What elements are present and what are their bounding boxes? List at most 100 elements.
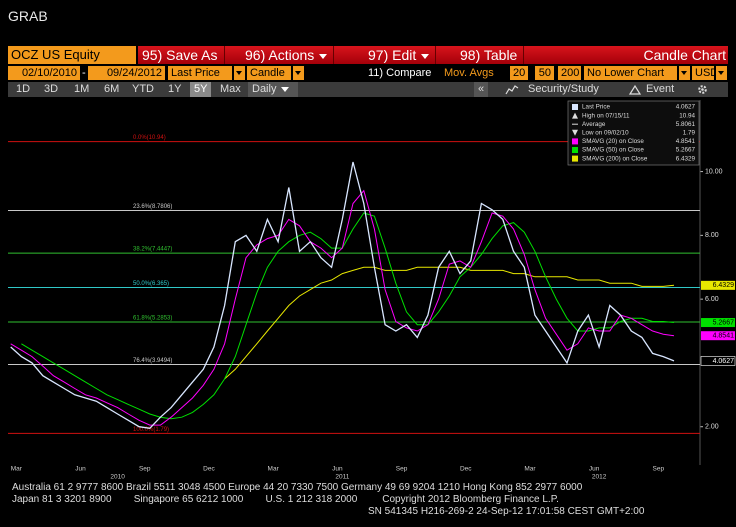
period-bar (8, 82, 728, 97)
last-value-label: 4.8541 (713, 333, 735, 340)
mov-avg-field[interactable]: 200 (558, 66, 581, 80)
frequency-select[interactable]: Daily (248, 82, 298, 97)
price-line (10, 161, 675, 429)
period-tab[interactable]: 3D (44, 83, 59, 95)
last-value-tag (701, 318, 735, 328)
period-tab[interactable]: 1M (74, 83, 90, 95)
legend-swatch (572, 155, 578, 162)
collapse-button[interactable]: « (474, 82, 489, 97)
legend-value: 4.8541 (676, 138, 696, 145)
legend-value: 10.94 (679, 112, 695, 119)
toolbar-button[interactable]: 97) Edit (368, 46, 437, 64)
button-label: 97) Edit (368, 47, 417, 63)
x-tick-label: Dec (203, 466, 215, 473)
toolbar-button[interactable]: 96) Actions (245, 46, 335, 64)
dropdown-button[interactable] (234, 66, 245, 80)
button-label: 96) Actions (245, 47, 315, 63)
y-tick-label: 8.00 (705, 232, 719, 239)
y-tick-label: 6.00 (705, 296, 719, 303)
field-select[interactable]: Last Price (168, 66, 232, 80)
security-study-button[interactable]: Security/Study (528, 83, 599, 95)
dropdown-button[interactable] (716, 66, 727, 80)
event-button[interactable]: Event (646, 83, 675, 95)
dropdown-arrow (319, 53, 328, 59)
x-tick-label: Jun (589, 466, 600, 473)
settings-icon[interactable] (697, 84, 708, 95)
x-year-label: 2010 (110, 474, 125, 480)
period-tab[interactable]: 1D (16, 83, 31, 95)
legend-value: 5.8061 (676, 121, 696, 128)
x-tick-label: Dec (460, 466, 472, 473)
x-tick-label: Sep (139, 466, 151, 473)
legend-swatch (572, 147, 578, 153)
date-separator: - (82, 67, 86, 79)
series-line (10, 189, 675, 426)
lower-chart-select[interactable]: No Lower Chart (584, 66, 677, 80)
start-date[interactable]: 02/10/2010 (8, 66, 80, 80)
y-tick-label: 10.00 (705, 168, 723, 175)
legend-label: SMAVG (200) on Close (582, 155, 648, 162)
x-tick-label: Sep (653, 466, 665, 473)
legend-value: 5.2667 (676, 147, 696, 154)
last-value-tag (700, 356, 736, 366)
mov-avg-field[interactable]: 20 (510, 66, 528, 80)
fib-label: 61.8%(5.2853) (133, 316, 172, 322)
x-tick-label: Sep (396, 466, 408, 473)
legend-label: Average (582, 121, 606, 128)
security-field[interactable]: OCZ US Equity (8, 46, 136, 64)
dropdown-button[interactable] (679, 66, 690, 80)
currency-select[interactable]: USD (692, 66, 718, 80)
button-label: 95) Save As (142, 47, 218, 63)
chart-title: Candle Chart (643, 47, 727, 63)
fib-label: 38.2%(7.4447) (133, 247, 172, 253)
fib-label: 50.0%(6.365) (133, 281, 169, 287)
fib-label: 0.0%(10.94) (133, 135, 166, 141)
legend-label: SMAVG (50) on Close (582, 147, 644, 154)
dropdown-arrow (421, 53, 430, 59)
x-tick-label: Jun (75, 466, 86, 473)
last-value-tag (701, 280, 735, 290)
moving-average-line (224, 266, 675, 380)
y-tick-label: 2.00 (705, 424, 719, 431)
dropdown-button[interactable] (293, 66, 304, 80)
last-value-label: 6.4329 (713, 282, 735, 289)
last-value-tag (701, 331, 735, 341)
period-tab[interactable]: 5Y (190, 82, 212, 97)
period-tab[interactable]: 6M (104, 83, 120, 95)
series-line (21, 212, 675, 420)
series-line (10, 161, 675, 429)
compare-button[interactable]: 11) Compare (368, 67, 432, 79)
period-tab[interactable]: YTD (132, 83, 154, 95)
legend-value: 1.79 (683, 129, 696, 136)
moving-average-line (21, 212, 675, 420)
fib-label: 100.0%(1.79) (133, 427, 169, 433)
window-title: GRAB (8, 8, 48, 24)
toolbar (138, 46, 728, 64)
legend-label: Low on 09/02/10 (582, 129, 629, 136)
chart-icon (505, 85, 519, 95)
last-value-label: 4.0627 (713, 358, 735, 365)
frequency-label: Daily (252, 83, 277, 95)
moving-average-line (10, 189, 675, 426)
x-year-label: 2012 (592, 474, 607, 480)
period-tab[interactable]: 1Y (168, 83, 182, 95)
x-year-label: 2011 (335, 474, 349, 480)
mov-avg-field[interactable]: 50 (535, 66, 554, 80)
mov-avgs-label: Mov. Avgs (444, 67, 494, 79)
legend-label: Last Price (582, 104, 610, 111)
legend-swatch (572, 129, 578, 136)
legend-value: 6.4329 (676, 155, 696, 162)
period-tab[interactable]: Max (220, 83, 241, 95)
legend-swatch (572, 112, 578, 119)
footer-line: Japan 81 3 3201 8900 Singapore 65 6212 1… (12, 494, 559, 505)
legend-value: 4.0627 (676, 104, 696, 111)
end-date[interactable]: 09/24/2012 (88, 66, 165, 80)
style-select[interactable]: Candle (247, 66, 291, 80)
event-icon (628, 85, 642, 95)
legend-swatch (572, 104, 578, 110)
toolbar-button[interactable]: 98) Table (460, 46, 525, 64)
button-label: 98) Table (460, 47, 518, 63)
toolbar-button[interactable]: 95) Save As (142, 46, 225, 64)
